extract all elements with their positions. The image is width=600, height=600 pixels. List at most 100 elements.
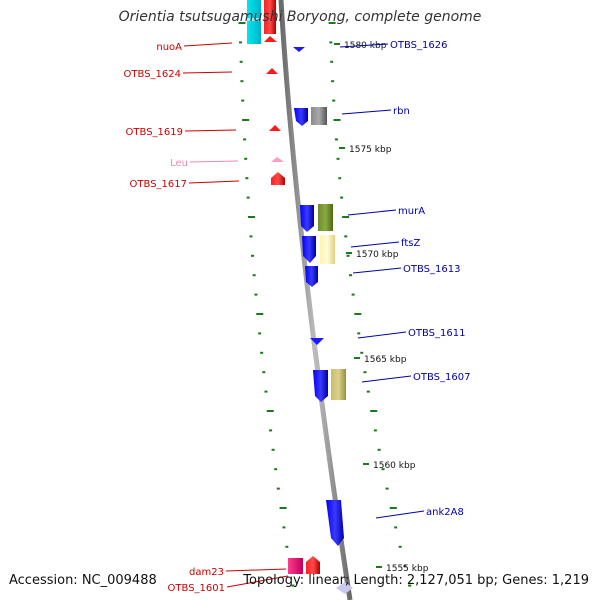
gene-otbs-1617[interactable] (271, 172, 285, 185)
gene-label-right[interactable]: ank2A8 (426, 507, 464, 518)
tick-mark (251, 254, 255, 257)
tick-mark (328, 22, 336, 24)
tick-mark (408, 584, 412, 587)
tick-mark (258, 332, 262, 335)
gene-label-right[interactable]: rbn (393, 106, 410, 117)
genome-summary-text: Topology: linear; Length: 2,127,051 bp; … (243, 573, 589, 588)
gene-rbn-blue[interactable] (294, 108, 308, 126)
tick-mark (239, 60, 243, 63)
gene-ftsz-blue[interactable] (302, 236, 316, 263)
tick-mark (381, 468, 385, 471)
gene-cyan-top-band (247, 18, 261, 21)
gene-leu-trna[interactable] (271, 157, 284, 162)
label-leader-line (347, 209, 397, 216)
accession-text: Accession: NC_009488 (9, 573, 157, 588)
gene-label-left[interactable]: Leu (170, 158, 188, 169)
scale-tick (354, 357, 360, 359)
scale-tick (376, 566, 382, 568)
scale-label: 1560 kbp (373, 461, 416, 471)
tick-mark (346, 254, 350, 257)
tick-mark (269, 429, 273, 432)
tick-mark (334, 138, 338, 141)
label-leader-line (189, 160, 239, 163)
label-leader-line (188, 180, 240, 184)
gene-label-right[interactable]: OTBS_1611 (408, 328, 465, 339)
tick-mark (360, 351, 364, 354)
tick-mark (291, 584, 295, 587)
tick-mark (366, 390, 370, 393)
label-leader-line (339, 43, 389, 48)
gene-red-top-arrow[interactable] (264, 36, 277, 42)
tick-mark (389, 507, 397, 509)
tick-mark (338, 177, 342, 180)
tick-mark (279, 507, 287, 509)
tick-mark (332, 99, 336, 102)
tick-mark (240, 80, 244, 83)
tick-mark (363, 371, 367, 374)
label-leader-line (225, 568, 287, 572)
tick-mark (344, 235, 348, 238)
gene-otbs-1624[interactable] (266, 68, 278, 74)
gene-mura-olive[interactable] (318, 204, 333, 231)
label-leader-line (352, 267, 402, 274)
tick-mark (243, 138, 247, 141)
scale-tick (339, 147, 345, 149)
gene-label-right[interactable]: OTBS_1607 (413, 372, 470, 383)
gene-otbs-1611-blue[interactable] (310, 338, 324, 345)
gene-cyan-top[interactable] (247, 0, 261, 44)
gene-label-right[interactable]: murA (398, 206, 425, 217)
scale-tick (346, 252, 352, 254)
gene-ank2a8-blue[interactable] (326, 500, 344, 546)
tick-mark (351, 293, 355, 296)
gene-otbs-1619[interactable] (269, 125, 281, 131)
label-leader-line (226, 575, 289, 588)
gene-label-left[interactable]: OTBS_1624 (124, 69, 181, 80)
tick-mark (260, 351, 264, 354)
genome-backbone (278, 0, 353, 600)
tick-mark (245, 177, 249, 180)
gene-arrow-blue-top[interactable] (293, 47, 305, 52)
gene-otbs-1607-khaki[interactable] (331, 369, 346, 400)
gene-dam23[interactable] (288, 558, 303, 574)
gene-label-left[interactable]: OTBS_1601 (168, 583, 225, 594)
gene-otbs-1613-blue[interactable] (305, 266, 318, 287)
gene-label-right[interactable]: OTBS_1613 (403, 264, 460, 275)
tick-mark (377, 448, 381, 451)
scale-label: 1575 kbp (349, 145, 392, 155)
gene-label-left[interactable]: dam23 (189, 567, 224, 578)
tick-mark (373, 429, 377, 432)
left-tick-track (238, 22, 295, 587)
tick-mark (252, 274, 256, 277)
label-leader-line (350, 241, 400, 248)
gene-ftsz-yellow[interactable] (320, 235, 335, 264)
gene-label-right[interactable]: OTBS_1626 (390, 40, 447, 51)
gene-bottom-light-arrow[interactable] (336, 582, 353, 594)
tick-mark (244, 157, 248, 160)
tick-mark (256, 313, 264, 315)
gene-label-left[interactable]: nuoA (156, 42, 182, 53)
tick-mark (254, 293, 258, 296)
gene-label-right[interactable]: ftsZ (401, 238, 420, 249)
gene-red-top[interactable] (264, 0, 276, 34)
gene-otbs-1607-blue[interactable] (313, 370, 328, 402)
label-leader-line (361, 375, 412, 383)
label-leader-line (341, 109, 392, 115)
gene-label-left[interactable]: OTBS_1617 (130, 179, 187, 190)
gene-rbn-grey[interactable] (311, 107, 327, 125)
tick-mark (238, 22, 246, 24)
genome-title: Orientia tsutsugamushi Boryong, complete… (118, 9, 482, 25)
label-leader-line (183, 42, 233, 47)
tick-mark (242, 119, 250, 121)
tick-mark (239, 41, 243, 44)
tick-mark (354, 313, 362, 315)
gene-label-left[interactable]: OTBS_1619 (126, 127, 183, 138)
tick-mark (398, 545, 402, 548)
tick-mark (385, 487, 389, 490)
gene-mura-blue[interactable] (300, 205, 314, 232)
gene-otbs-1601[interactable] (306, 556, 320, 574)
tick-mark (403, 565, 407, 568)
tick-mark (331, 80, 335, 83)
right-tick-track (328, 22, 412, 587)
